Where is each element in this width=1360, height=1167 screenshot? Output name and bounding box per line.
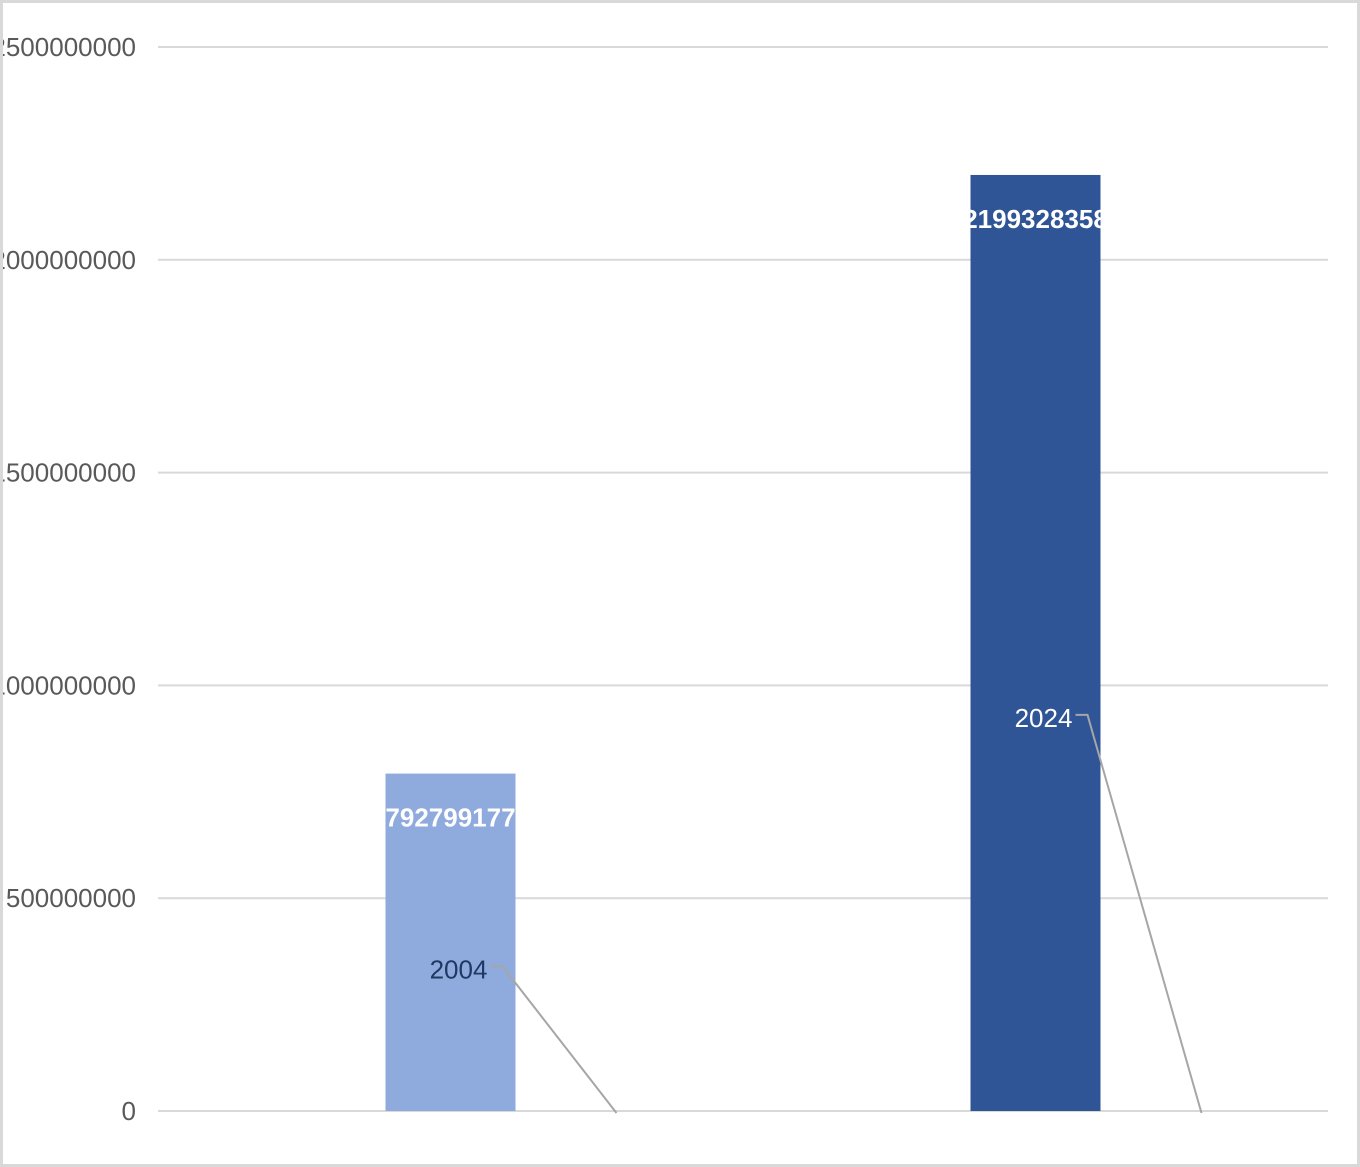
data-labels: 792799177 2004 2199328358 2024 <box>385 204 1107 984</box>
bars <box>385 174 1101 1112</box>
leader-lines <box>490 713 1203 1114</box>
bar-2024 <box>970 174 1101 1112</box>
y-axis-tick-labels: 0 500000000 1000000000 1500000000 2000000000… <box>3 32 136 1126</box>
bar-2004 <box>385 773 516 1111</box>
bar-chart: 0 500000000 1000000000 1500000000 2000000000… <box>3 32 1328 1126</box>
value-label-2004: 792799177 <box>385 803 515 833</box>
leader-line-2004 <box>490 965 618 1114</box>
y-tick-label: 500000000 <box>6 883 136 913</box>
y-tick-label: 2500000000 <box>3 32 136 62</box>
category-label-2024: 2024 <box>1015 703 1073 733</box>
y-tick-label: 0 <box>122 1096 136 1126</box>
category-label-2004: 2004 <box>430 954 488 984</box>
gridlines <box>158 46 1328 1112</box>
y-tick-label: 1500000000 <box>3 458 136 488</box>
leader-line-2024 <box>1075 713 1203 1114</box>
y-tick-label: 2000000000 <box>3 245 136 275</box>
y-tick-label: 1000000000 <box>3 670 136 700</box>
value-label-2024: 2199328358 <box>963 204 1108 234</box>
